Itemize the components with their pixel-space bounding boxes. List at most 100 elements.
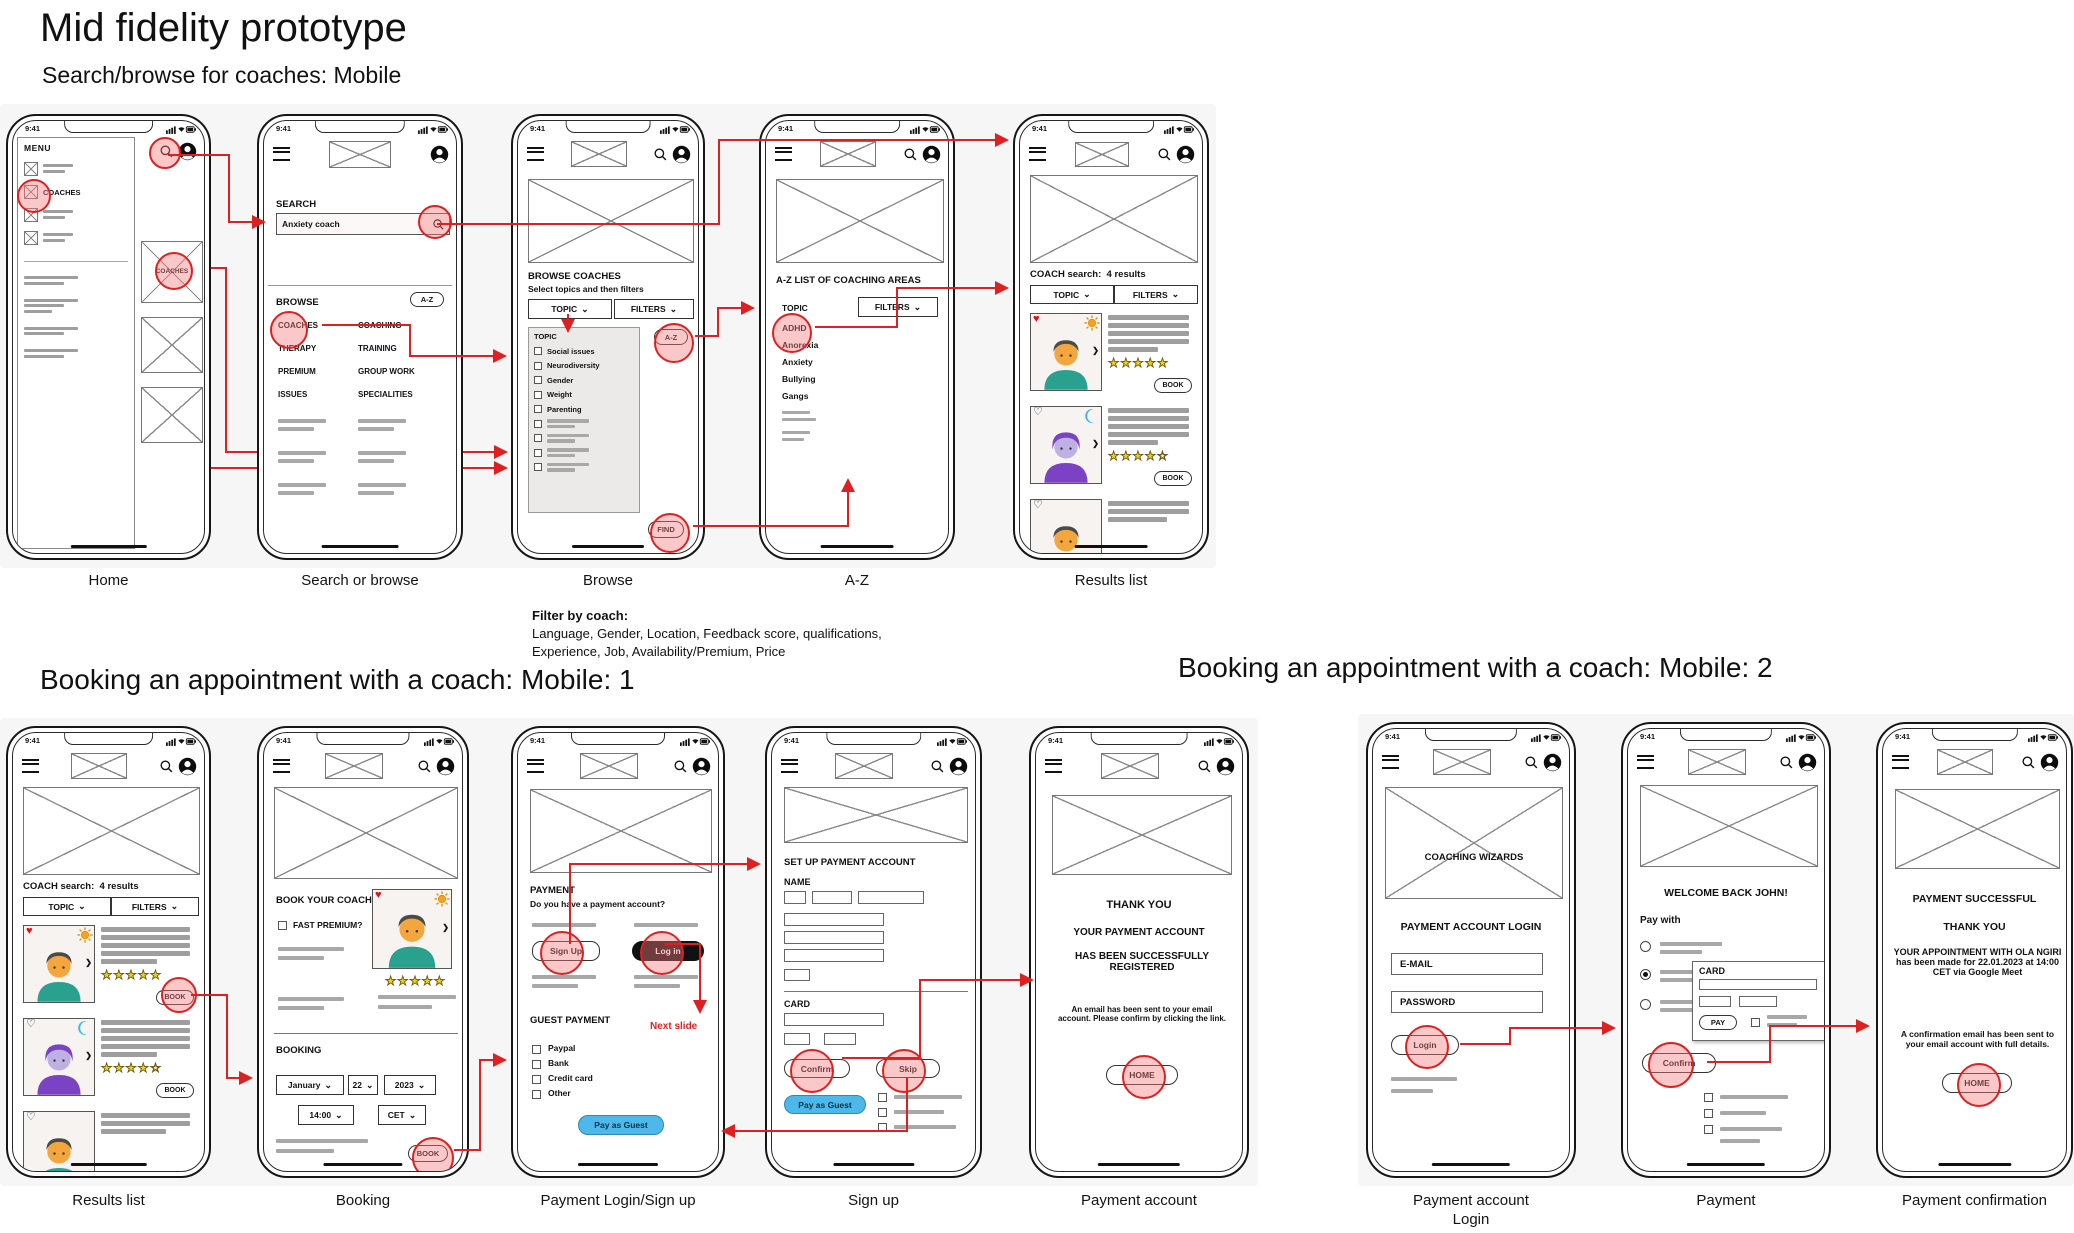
topic-dropdown[interactable]: TOPIC ⌄ — [528, 299, 612, 319]
heart-icon[interactable]: ♥ — [375, 889, 382, 901]
checkbox[interactable] — [534, 361, 542, 370]
menu-icon[interactable] — [273, 147, 290, 161]
profile-icon[interactable] — [1798, 753, 1817, 772]
checkbox[interactable] — [534, 448, 542, 457]
filters-dropdown[interactable]: FILTERS ⌄ — [1114, 285, 1198, 304]
home-indicator[interactable] — [323, 1162, 403, 1166]
category-premium[interactable]: PREMIUM — [278, 367, 316, 376]
fast-premium-checkbox[interactable] — [278, 921, 287, 930]
area-gangs[interactable]: Gangs — [782, 391, 809, 401]
profile-icon[interactable] — [672, 145, 691, 164]
category-group-work[interactable]: GROUP WORK — [358, 367, 415, 376]
profile-icon[interactable] — [922, 145, 941, 164]
card-number-field[interactable] — [784, 1013, 884, 1026]
profile-icon[interactable] — [1176, 145, 1195, 164]
menu-icon[interactable] — [1029, 147, 1046, 161]
menu-icon[interactable] — [1892, 755, 1909, 769]
other-checkbox[interactable] — [532, 1090, 541, 1099]
coach-card[interactable]: ♡ ❯ ★★★★☆ BOOK — [23, 1018, 194, 1102]
profile-icon[interactable] — [692, 757, 711, 776]
profile-icon[interactable] — [1543, 753, 1562, 772]
menu-icon[interactable] — [781, 759, 798, 773]
checkbox[interactable] — [534, 347, 542, 355]
home-indicator[interactable] — [70, 1162, 147, 1166]
topic-dropdown[interactable]: TOPIC ⌄ — [1030, 285, 1114, 304]
area-bullying[interactable]: Bullying — [782, 374, 816, 384]
category-training[interactable]: TRAINING — [358, 344, 397, 353]
search-icon[interactable] — [673, 759, 688, 774]
menu-item[interactable] — [24, 162, 128, 176]
coach-card-partial[interactable]: ♡ — [1030, 499, 1192, 553]
checkbox[interactable] — [534, 463, 542, 471]
card-field-small[interactable] — [784, 1033, 810, 1045]
bank-checkbox[interactable] — [532, 1060, 541, 1069]
menu-icon[interactable] — [527, 147, 544, 161]
image-placeholder[interactable] — [141, 387, 203, 443]
home-indicator[interactable] — [321, 544, 399, 548]
profile-icon[interactable] — [178, 757, 197, 776]
name-field-long[interactable] — [858, 891, 924, 904]
image-placeholder[interactable] — [141, 317, 203, 373]
category-issues[interactable]: ISSUES — [278, 390, 308, 399]
search-icon[interactable] — [1197, 759, 1212, 774]
chevron-right-icon[interactable]: ❯ — [85, 957, 92, 967]
pay-option-radio[interactable] — [1640, 999, 1651, 1010]
topic-option-placeholder[interactable] — [534, 462, 634, 472]
topic-option-placeholder[interactable] — [534, 419, 634, 428]
profile-icon[interactable] — [436, 757, 455, 776]
topic-option-placeholder[interactable] — [534, 448, 634, 457]
option-checkbox[interactable] — [1704, 1093, 1713, 1102]
heart-outline-icon[interactable]: ♡ — [1033, 499, 1043, 511]
menu-icon[interactable] — [1045, 759, 1062, 773]
form-field[interactable] — [784, 931, 884, 944]
card-number-field[interactable] — [1699, 979, 1817, 990]
heart-icon[interactable]: ♥ — [26, 925, 33, 937]
option-checkbox[interactable] — [878, 1123, 887, 1132]
topic-option-placeholder[interactable] — [534, 433, 634, 443]
search-icon[interactable] — [417, 759, 432, 774]
month-select[interactable]: January ⌄ — [276, 1075, 344, 1095]
chevron-right-icon[interactable]: ❯ — [1092, 345, 1099, 355]
book-button[interactable]: BOOK — [1154, 378, 1192, 393]
pay-as-guest-button[interactable]: Pay as Guest — [784, 1095, 866, 1114]
password-field[interactable]: PASSWORD — [1391, 991, 1543, 1013]
heart-outline-icon[interactable]: ♡ — [26, 1111, 36, 1123]
heart-outline-icon[interactable]: ♡ — [26, 1018, 36, 1030]
topic-dropdown[interactable]: TOPIC ⌄ — [23, 897, 111, 916]
home-indicator[interactable] — [578, 1162, 658, 1166]
topic-option[interactable]: Social issues — [534, 347, 634, 356]
checkbox[interactable] — [534, 390, 542, 399]
option-checkbox[interactable] — [878, 1108, 887, 1117]
book-button[interactable]: BOOK — [1154, 471, 1192, 486]
form-field[interactable] — [784, 949, 884, 962]
home-indicator[interactable] — [1431, 1162, 1511, 1166]
menu-icon[interactable] — [22, 759, 39, 773]
profile-icon[interactable] — [949, 757, 968, 776]
pay-option-radio-selected[interactable] — [1640, 969, 1651, 980]
heart-outline-icon[interactable]: ♡ — [1033, 406, 1043, 418]
heart-icon[interactable]: ♥ — [1033, 313, 1040, 325]
pay-button[interactable]: PAY — [1699, 1015, 1737, 1030]
form-field-small[interactable] — [784, 969, 810, 981]
home-indicator[interactable] — [70, 544, 147, 548]
checkbox[interactable] — [534, 434, 542, 442]
search-icon[interactable] — [1524, 755, 1539, 770]
option-checkbox[interactable] — [878, 1093, 887, 1102]
card-field-small[interactable] — [824, 1033, 856, 1045]
day-select[interactable]: 22 ⌄ — [348, 1075, 378, 1095]
option-checkbox[interactable] — [1704, 1109, 1713, 1118]
checkbox[interactable] — [534, 405, 542, 413]
category-coaching[interactable]: COACHING — [358, 321, 402, 330]
time-select[interactable]: 14:00 ⌄ — [298, 1105, 354, 1125]
year-select[interactable]: 2023 ⌄ — [384, 1075, 436, 1095]
menu-icon[interactable] — [775, 147, 792, 161]
profile-icon[interactable] — [430, 145, 449, 164]
name-field-mid[interactable] — [812, 891, 852, 904]
chevron-right-icon[interactable]: ❯ — [442, 922, 449, 932]
paypal-checkbox[interactable] — [532, 1045, 541, 1054]
home-indicator[interactable] — [572, 544, 644, 548]
topic-option[interactable]: Gender — [534, 376, 634, 385]
coach-card-partial[interactable]: ♡ — [23, 1111, 194, 1171]
form-field[interactable] — [784, 913, 884, 926]
chevron-right-icon[interactable]: ❯ — [85, 1050, 92, 1060]
